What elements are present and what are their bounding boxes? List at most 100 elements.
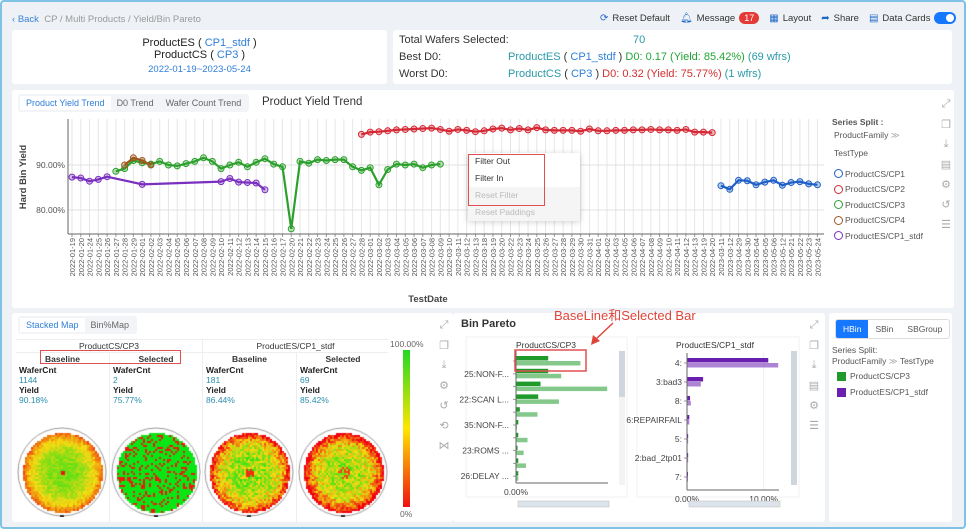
product-name: ProductCS: [153, 49, 208, 61]
tab-d0-trend[interactable]: D0 Trend: [116, 98, 154, 108]
wafer-map[interactable]: [204, 427, 294, 517]
legend-item[interactable]: ProductCS/CP4: [834, 213, 923, 229]
split-level-test-type[interactable]: TestType: [834, 148, 869, 158]
data-point: [805, 180, 813, 188]
message-button[interactable]: 🔔︎ Message 17: [680, 12, 760, 24]
expand-icon[interactable]: ⤢: [809, 319, 819, 331]
category-label: 23:ROMS ...: [462, 446, 509, 456]
scrollbar-thumb[interactable]: [619, 351, 625, 397]
x-tick-label: 2022-03-09: [436, 238, 445, 276]
vertical-scrollbar[interactable]: [619, 351, 625, 485]
tab-stacked-map[interactable]: Stacked Map: [20, 318, 85, 332]
data-point: [252, 179, 260, 187]
category-label: 7:: [675, 472, 682, 482]
reset-icon[interactable]: ↺: [941, 199, 951, 211]
data-point: [612, 126, 620, 134]
x-tick-label: 2022-04-20: [708, 238, 717, 276]
data-cards-toggle[interactable]: [934, 12, 957, 24]
highlight-box: [40, 350, 181, 364]
column-label: Selected: [325, 354, 361, 364]
flip-icon[interactable]: ⋈: [438, 440, 450, 452]
layout-button[interactable]: ▦ Layout: [769, 12, 811, 24]
series-split-label: Series Split:: [832, 345, 878, 355]
download-icon[interactable]: ⤓: [943, 138, 949, 150]
breadcrumb-multi-products[interactable]: Multi Products: [65, 14, 126, 25]
x-tick-label: 2022-01-26: [103, 238, 112, 276]
table-icon[interactable]: ▤: [808, 380, 820, 392]
product-line-2: ProductCS ( CP3 ): [153, 49, 246, 61]
data-point: [156, 157, 164, 165]
worst-d0-yield: D0: 0.32 (Yield: 75.77%): [602, 68, 722, 80]
legend-item[interactable]: ProductCS/CP1: [834, 166, 923, 182]
x-tick-label: 2022-04-13: [691, 238, 700, 276]
settings-icon[interactable]: ⚙: [941, 179, 951, 191]
copy-icon[interactable]: ❐: [809, 340, 819, 352]
reset-icon[interactable]: ↺: [439, 400, 449, 412]
legend-item[interactable]: ProductES/CP1_stdf: [837, 387, 928, 397]
list-icon[interactable]: ☰: [809, 420, 819, 432]
series-line-productes-cp1-stdf: [71, 175, 266, 191]
data-point: [296, 157, 304, 165]
settings-icon[interactable]: ⚙: [439, 380, 449, 392]
legend-item[interactable]: ProductCS/CP3: [834, 197, 923, 213]
split-level-product-family[interactable]: ProductFamily ≫: [834, 130, 900, 141]
scrollbar-thumb[interactable]: [791, 351, 797, 485]
split-levels[interactable]: ProductFamily ≫ TestType: [832, 356, 934, 367]
bar-selected: [687, 363, 779, 368]
bar-selected: [687, 401, 691, 406]
horizontal-scrollbar[interactable]: [517, 500, 610, 508]
legend-item[interactable]: ProductCS/CP3: [837, 371, 910, 381]
tab-product-yield-trend[interactable]: Product Yield Trend: [20, 96, 111, 110]
download-icon[interactable]: ⤓: [441, 359, 447, 371]
message-count-badge: 17: [739, 12, 760, 24]
x-tick-label: 2022-01-27: [112, 238, 121, 276]
expand-icon[interactable]: ⤢: [439, 319, 449, 331]
y-axis-title: Hard Bin Yield: [18, 145, 29, 210]
menu-filter-out[interactable]: Filter Out: [475, 156, 510, 166]
tab-bin-pct-map[interactable]: Bin%Map: [90, 320, 130, 330]
tab-wafer-count-trend[interactable]: Wafer Count Trend: [165, 98, 242, 108]
x-tick-label: 2022-03-10: [445, 238, 454, 276]
tab-sbin[interactable]: SBin: [875, 324, 894, 334]
menu-filter-in[interactable]: Filter In: [475, 173, 504, 183]
x-tick-label: 2022-02-13: [243, 238, 252, 276]
message-label: Message: [696, 12, 736, 24]
copy-icon[interactable]: ❐: [941, 119, 951, 131]
horizontal-scrollbar[interactable]: [688, 500, 781, 508]
data-point: [568, 126, 576, 134]
legend-item[interactable]: ProductCS/CP2: [834, 182, 923, 198]
x-tick-label: 2022-02-17: [278, 238, 287, 276]
data-point: [261, 186, 269, 194]
expand-icon[interactable]: ⤢: [941, 98, 951, 110]
legend-item[interactable]: ProductES/CP1_stdf: [834, 228, 923, 244]
wafer-map-cell: Selected WaferCnt 69 Yield 85.42%: [296, 353, 389, 523]
copy-icon[interactable]: ❐: [439, 340, 449, 352]
reset-default-button[interactable]: ⟳ Reset Default: [600, 12, 670, 24]
tab-sbgroup[interactable]: SBGroup: [907, 324, 943, 334]
menu-reset-paddings: Reset Paddings: [468, 204, 580, 221]
data-cards-toggle-group: ▤ Data Cards: [869, 12, 957, 24]
download-icon[interactable]: ⤓: [811, 359, 817, 371]
tab-hbin[interactable]: HBin: [836, 320, 869, 338]
settings-icon[interactable]: ⚙: [809, 400, 819, 412]
data-point: [419, 164, 427, 172]
product-name: ProductES: [142, 37, 195, 49]
wafer-map[interactable]: [111, 427, 201, 517]
breadcrumb-cp[interactable]: CP: [44, 14, 58, 25]
data-point: [533, 124, 541, 132]
data-point: [349, 163, 357, 171]
bin-pareto-chart[interactable]: ProductCS/CP3 25:NON-F... 22:SCAN L... 35:N…: [453, 313, 825, 522]
data-point: [384, 166, 392, 173]
x-tick-label: 2022-03-05: [401, 238, 410, 276]
highlight-box: [468, 154, 545, 206]
cards-icon: ▤: [868, 12, 879, 24]
share-button[interactable]: ➦ Share: [821, 12, 859, 24]
table-icon[interactable]: ▤: [940, 159, 952, 171]
rotate-icon[interactable]: ⟲: [439, 420, 449, 432]
wafer-map[interactable]: [298, 427, 388, 517]
wafer-map[interactable]: [17, 427, 107, 517]
back-link[interactable]: ‹ Back: [12, 14, 39, 25]
chevron-right-icon: ≫: [888, 356, 898, 366]
list-icon[interactable]: ☰: [941, 219, 951, 231]
